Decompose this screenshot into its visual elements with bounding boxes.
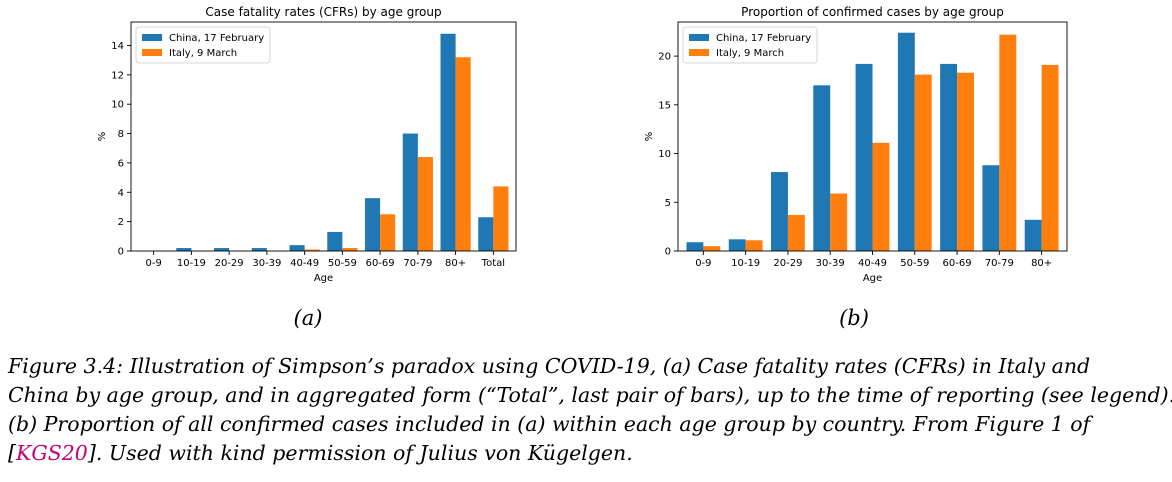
x-tick-label: 20-29 [215, 258, 244, 269]
bar-china-70-79 [982, 165, 1000, 251]
bar-italy-30-39 [830, 193, 848, 251]
x-axis-label: Age [863, 273, 882, 284]
caption-line-4-text: ]. Used with kind permission of Julius v… [87, 441, 633, 465]
x-tick-label: 10-19 [177, 258, 206, 269]
bar-china-50-59 [327, 231, 343, 251]
legend-label-china: China, 17 February [716, 33, 811, 44]
x-tick-label: 60-69 [366, 258, 395, 269]
y-tick-label: 8 [118, 129, 124, 140]
bar-italy-20-29 [787, 214, 805, 251]
subfigure-label-b: (b) [839, 306, 869, 330]
caption-bracket-open: [ [8, 441, 16, 465]
bar-italy-40-49 [872, 142, 890, 251]
y-tick-label: 14 [111, 41, 124, 52]
chart-title: Case fatality rates (CFRs) by age group [205, 5, 441, 19]
bar-italy-80+ [455, 57, 471, 252]
x-tick-label: 40-49 [290, 258, 319, 269]
bar-china-10-19 [728, 239, 746, 251]
legend-swatch-italy [689, 49, 709, 56]
y-tick-label: 0 [118, 247, 124, 258]
bar-italy-80+ [1041, 64, 1059, 251]
y-tick-label: 0 [665, 247, 671, 258]
y-tick-label: 12 [111, 70, 124, 81]
bar-china-80+ [1024, 219, 1042, 251]
subfigure-label-a: (a) [293, 306, 323, 330]
legend-label-italy: Italy, 9 March [716, 48, 784, 59]
legend-box [682, 26, 818, 64]
legend-label-italy: Italy, 9 March [169, 48, 237, 59]
bar-china-30-39 [813, 85, 831, 251]
y-tick-label: 20 [658, 52, 671, 63]
bar-italy-70-79 [417, 157, 433, 251]
citation-link[interactable]: KGS20 [16, 441, 88, 465]
y-tick-label: 5 [665, 198, 671, 209]
x-tick-label: 40-49 [858, 258, 887, 269]
bar-china-70-79 [402, 133, 418, 251]
x-tick-label: 60-69 [943, 258, 972, 269]
legend-label-china: China, 17 February [169, 33, 264, 44]
bar-china-20-29 [771, 172, 788, 251]
x-tick-label: 50-59 [900, 258, 929, 269]
y-tick-label: 15 [658, 100, 671, 111]
x-axis-label: Age [314, 273, 333, 284]
bar-china-80+ [440, 33, 456, 251]
bar-italy-10-19 [745, 240, 763, 251]
x-tick-label: 80+ [445, 258, 466, 269]
proportion-chart: Proportion of confirmed cases by age gro… [644, 5, 1068, 284]
chart-title: Proportion of confirmed cases by age gro… [741, 5, 1004, 19]
x-tick-label: 80+ [1031, 258, 1052, 269]
y-tick-label: 4 [118, 188, 124, 199]
x-tick-label: 70-79 [985, 258, 1014, 269]
y-tick-label: 6 [118, 158, 124, 169]
bar-china-0-9 [686, 242, 704, 251]
bar-italy-40-49 [304, 249, 320, 251]
y-tick-label: 2 [118, 217, 124, 228]
bar-italy-60-69 [957, 72, 974, 251]
caption-line-1: Figure 3.4: Illustration of Simpson’s pa… [8, 354, 1091, 378]
x-tick-label: 70-79 [403, 258, 432, 269]
bar-italy-50-59 [914, 74, 932, 252]
y-axis-label: % [644, 132, 655, 142]
x-tick-label: 50-59 [328, 258, 357, 269]
legend-swatch-china [142, 34, 162, 41]
bar-italy-50-59 [342, 248, 358, 251]
x-tick-label: 0-9 [695, 258, 711, 269]
x-tick-label: 0-9 [145, 258, 161, 269]
legend: China, 17 February Italy, 9 March [682, 26, 818, 64]
bar-china-60-69 [365, 198, 381, 251]
cfr-chart: Case fatality rates (CFRs) by age group 0… [97, 5, 517, 284]
caption-line-2: China by age group, and in aggregated fo… [8, 383, 1172, 407]
bar-china-50-59 [897, 32, 915, 251]
x-tick-label: 20-29 [773, 258, 802, 269]
bar-china-60-69 [940, 63, 958, 252]
y-tick-label: 10 [658, 149, 671, 160]
bar-china-Total [478, 217, 494, 251]
x-tick-label: Total [481, 258, 505, 269]
caption-line-3: (b) Proportion of all confirmed cases in… [8, 412, 1091, 436]
bar-italy-Total [493, 186, 509, 251]
caption-line-4: [KGS20]. Used with kind permission of Ju… [8, 439, 1164, 468]
x-tick-label: 30-39 [252, 258, 281, 269]
bar-china-20-29 [214, 248, 230, 251]
y-tick-label: 10 [111, 100, 124, 111]
y-axis-label: % [97, 132, 108, 142]
bar-italy-0-9 [703, 246, 721, 251]
x-tick-label: 10-19 [731, 258, 760, 269]
bar-italy-70-79 [999, 34, 1017, 251]
bar-china-30-39 [251, 248, 267, 251]
bar-china-40-49 [289, 245, 305, 251]
figure-caption: Figure 3.4: Illustration of Simpson’s pa… [8, 352, 1172, 468]
x-tick-label: 30-39 [816, 258, 845, 269]
legend-swatch-italy [142, 49, 162, 56]
bar-italy-60-69 [380, 214, 396, 251]
plot-frame [130, 21, 517, 252]
legend-box [135, 26, 271, 64]
legend-swatch-china [689, 34, 709, 41]
bar-china-40-49 [855, 63, 873, 252]
legend: China, 17 February Italy, 9 March [135, 26, 271, 64]
bar-china-10-19 [176, 248, 192, 251]
